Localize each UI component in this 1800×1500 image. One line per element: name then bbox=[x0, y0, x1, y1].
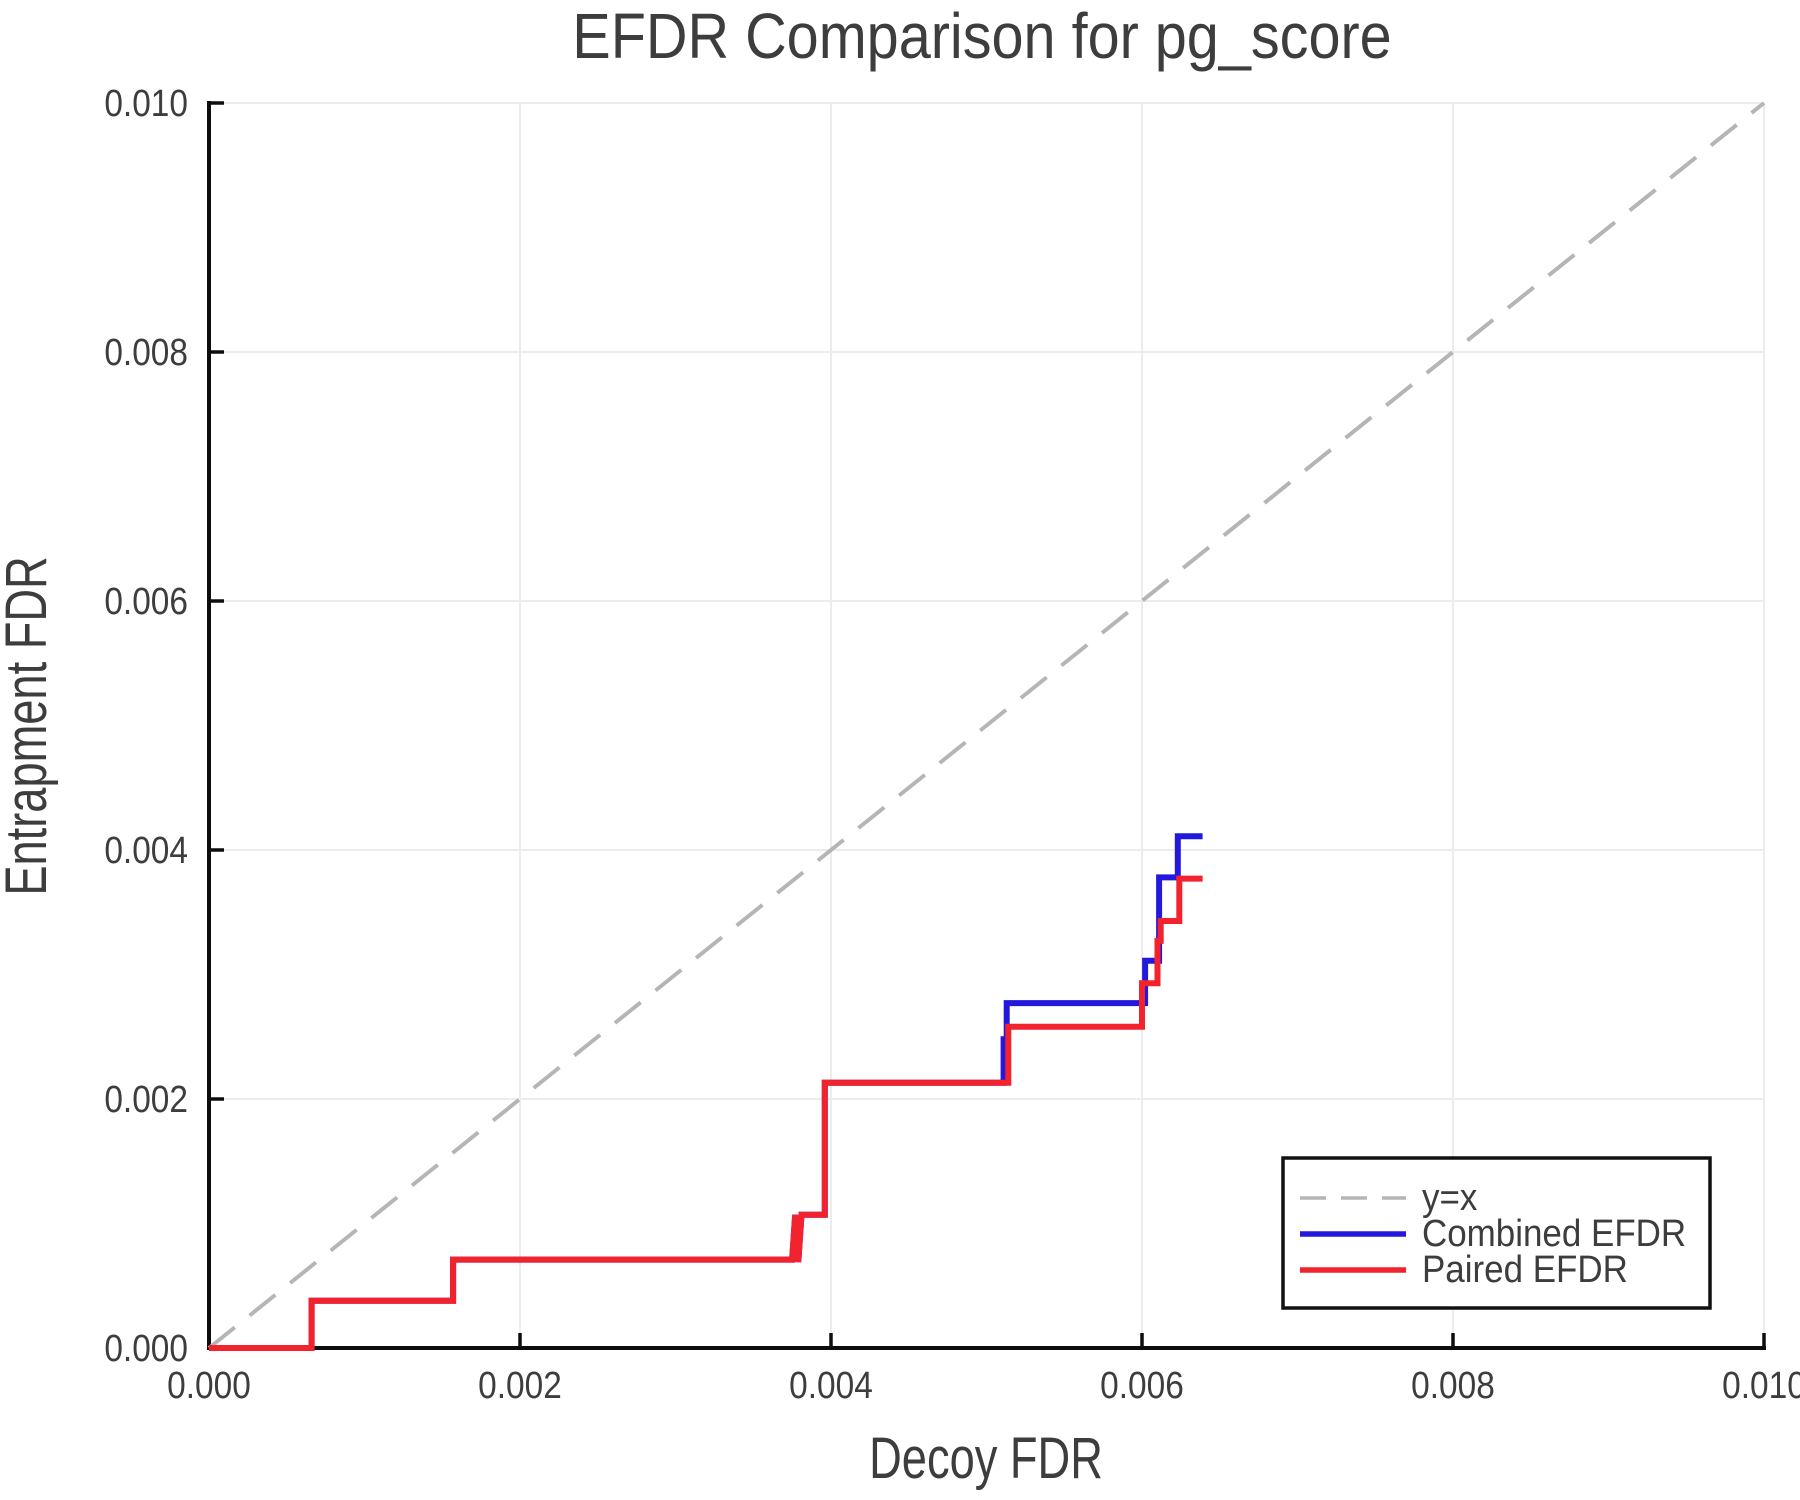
x-tick-label: 0.008 bbox=[1411, 1364, 1495, 1406]
x-tick-label-wrap: 0.002 bbox=[478, 1364, 562, 1406]
axes-spines bbox=[207, 101, 1766, 1350]
y-tick-label: 0.008 bbox=[104, 331, 188, 373]
y-tick-label-wrap: 0.002 bbox=[104, 1078, 188, 1120]
legend-entry-yx: y=x bbox=[1422, 1176, 1477, 1219]
legend-entry-combined: Combined EFDR bbox=[1422, 1212, 1686, 1255]
y-tick-label: 0.010 bbox=[104, 82, 188, 124]
x-tick-labels: 0.000 0.002 0.004 0.006 0.008 0.010 bbox=[167, 1364, 1800, 1406]
y-tick-label: 0.002 bbox=[104, 1078, 188, 1120]
legend: y=x Combined EFDR Paired EFDR bbox=[1281, 1156, 1712, 1310]
y-axis-label-wrap: Entrapment FDR bbox=[0, 556, 59, 895]
y-tick-label: 0.000 bbox=[104, 1327, 188, 1369]
legend-label-combined: Combined EFDR bbox=[1422, 1212, 1686, 1255]
y-tick-label: 0.004 bbox=[104, 829, 188, 871]
x-tick-label-wrap: 0.006 bbox=[1100, 1364, 1184, 1406]
legend-entry-paired: Paired EFDR bbox=[1422, 1248, 1628, 1291]
chart-title: EFDR Comparison for pg_score bbox=[572, 0, 1391, 71]
y-tick-label-wrap: 0.010 bbox=[104, 82, 188, 124]
y-tick-label: 0.006 bbox=[104, 580, 188, 622]
legend-label-paired: Paired EFDR bbox=[1422, 1248, 1628, 1291]
chart-title-wrap: EFDR Comparison for pg_score bbox=[572, 0, 1391, 71]
legend-label-yx: y=x bbox=[1422, 1176, 1477, 1219]
x-tick-label-wrap: 0.000 bbox=[167, 1364, 251, 1406]
combined-efdr-line bbox=[209, 833, 1203, 1351]
x-tick-label: 0.000 bbox=[167, 1364, 251, 1406]
y-tick-label-wrap: 0.000 bbox=[104, 1327, 188, 1369]
paired-efdr-line bbox=[209, 875, 1203, 1351]
data-series bbox=[207, 101, 1766, 1351]
x-tick-label: 0.010 bbox=[1722, 1364, 1800, 1406]
x-tick-label-wrap: 0.010 bbox=[1722, 1364, 1800, 1406]
x-tick-label-wrap: 0.008 bbox=[1411, 1364, 1495, 1406]
x-tick-label: 0.002 bbox=[478, 1364, 562, 1406]
reference-line-yx bbox=[207, 101, 1766, 1350]
x-axis-label-wrap: Decoy FDR bbox=[869, 1427, 1103, 1492]
y-tick-label-wrap: 0.008 bbox=[104, 331, 188, 373]
x-tick-label-wrap: 0.004 bbox=[789, 1364, 873, 1406]
y-tick-label-wrap: 0.004 bbox=[104, 829, 188, 871]
x-tick-label: 0.004 bbox=[789, 1364, 873, 1406]
gridlines bbox=[209, 102, 1765, 1348]
x-tick-label: 0.006 bbox=[1100, 1364, 1184, 1406]
y-tick-label-wrap: 0.006 bbox=[104, 580, 188, 622]
x-axis-label: Decoy FDR bbox=[869, 1427, 1103, 1492]
y-tick-labels: 0.000 0.002 0.004 0.006 0.008 0.010 bbox=[104, 82, 188, 1369]
y-axis-label: Entrapment FDR bbox=[0, 556, 59, 895]
